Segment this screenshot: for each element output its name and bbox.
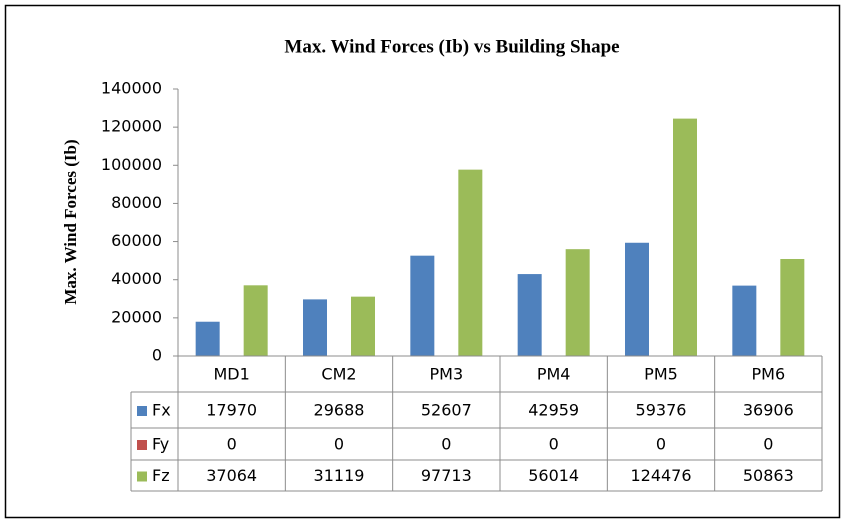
- table-value: 52607: [421, 401, 472, 420]
- table-value: 29688: [314, 401, 365, 420]
- bar: [410, 255, 435, 356]
- table-value: 0: [334, 435, 344, 454]
- y-tick-label: 120000: [101, 117, 162, 136]
- y-tick-label: 60000: [111, 231, 162, 250]
- bar: [625, 242, 649, 356]
- table-value: 59376: [636, 401, 687, 420]
- x-tick-label: MD1: [214, 365, 250, 384]
- table-value: 0: [656, 435, 666, 454]
- x-tick-label: CM2: [321, 365, 356, 384]
- table-value: 31119: [314, 466, 365, 485]
- bar: [351, 296, 375, 356]
- bar: [458, 169, 483, 356]
- legend-key: [137, 406, 147, 416]
- table-value: 37064: [206, 466, 257, 485]
- bar: [565, 249, 590, 356]
- table-value: 17970: [206, 401, 257, 420]
- table-value: 0: [441, 435, 451, 454]
- table-value: 0: [227, 435, 237, 454]
- bar: [195, 321, 220, 356]
- x-tick-label: PM4: [537, 365, 571, 384]
- bar: [732, 285, 757, 356]
- table-value: 0: [763, 435, 773, 454]
- y-tick-label: 40000: [111, 269, 162, 288]
- bar: [243, 285, 268, 356]
- legend-label: Fz: [152, 466, 170, 485]
- y-tick-label: 20000: [111, 307, 162, 326]
- bar: [673, 118, 697, 357]
- legend-key: [137, 440, 147, 450]
- chart-title: Max. Wind Forces (Ib) vs Building Shape: [284, 36, 619, 57]
- y-tick-label: 80000: [111, 193, 162, 212]
- y-tick-label: 140000: [101, 79, 162, 98]
- bar: [303, 299, 327, 356]
- y-axis-label: Max. Wind Forces (Ib): [61, 139, 80, 304]
- legend-key: [137, 471, 147, 482]
- table-value: 36906: [743, 401, 794, 420]
- x-tick-label: PM6: [752, 365, 786, 384]
- table-value: 42959: [528, 401, 579, 420]
- bar: [780, 258, 805, 356]
- x-tick-label: PM3: [430, 365, 464, 384]
- legend-label: Fx: [152, 401, 171, 420]
- x-tick-label: PM5: [644, 365, 678, 384]
- bar: [517, 274, 542, 356]
- table-value: 97713: [421, 466, 472, 485]
- table-value: 56014: [528, 466, 579, 485]
- y-tick-label: 0: [152, 346, 162, 365]
- legend-label: Fy: [152, 435, 169, 454]
- table-value: 0: [549, 435, 559, 454]
- y-tick-label: 100000: [101, 155, 162, 174]
- table-value: 50863: [743, 466, 794, 485]
- table-value: 124476: [630, 466, 691, 485]
